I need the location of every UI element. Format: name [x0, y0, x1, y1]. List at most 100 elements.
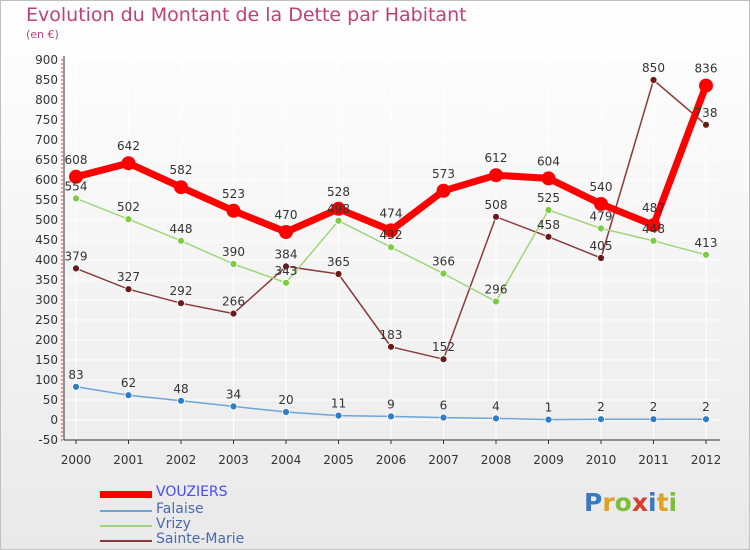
y-tick-label: 850: [35, 73, 58, 87]
legend-label-vrizy: Vrizy: [156, 516, 191, 532]
legend-swatch-vrizy: [100, 525, 152, 527]
data-point-falaise: [334, 411, 343, 420]
y-tick-label: 750: [35, 113, 58, 127]
data-label-sainte-marie: 379: [65, 249, 88, 263]
data-point-vouziers: [69, 169, 83, 184]
data-point-vouziers: [541, 171, 556, 186]
x-tick-label: 2002: [166, 453, 197, 467]
proxiti-logo: Proxiti: [584, 488, 677, 517]
data-label-vrizy: 296: [485, 283, 508, 297]
data-point-vouziers: [646, 218, 661, 233]
data-label-falaise: 6: [440, 399, 448, 413]
data-point-vrizy: [387, 243, 395, 252]
data-label-sainte-marie: 458: [537, 218, 560, 232]
legend-label-sainte-marie: Sainte-Marie: [156, 531, 245, 547]
data-point-vrizy: [177, 236, 185, 245]
data-label-vrizy: 390: [222, 245, 245, 259]
data-label-sainte-marie: 508: [485, 198, 508, 212]
data-point-falaise: [177, 396, 185, 405]
data-point-vouziers: [226, 203, 241, 218]
data-label-sainte-marie: 327: [117, 270, 140, 284]
data-label-vouziers: 582: [170, 163, 193, 177]
data-point-vouziers: [331, 201, 346, 216]
data-label-vrizy: 448: [170, 222, 193, 236]
data-point-falaise: [597, 415, 605, 424]
data-point-falaise: [649, 415, 658, 424]
y-tick-label: 200: [35, 333, 58, 347]
data-label-vrizy: 448: [642, 222, 665, 236]
logo-letter: x: [631, 488, 648, 517]
data-point-vrizy: [124, 215, 133, 224]
data-point-falaise: [282, 408, 290, 416]
y-tick-label: 100: [35, 373, 58, 387]
x-tick-label: 2001: [113, 453, 144, 467]
data-label-vrizy: 525: [537, 191, 560, 205]
data-label-falaise: 2: [650, 400, 658, 414]
y-tick-label: -50: [38, 433, 58, 447]
y-tick-label: 150: [35, 353, 58, 367]
data-point-falaise: [229, 402, 238, 411]
data-label-vrizy: 343: [275, 264, 298, 278]
data-label-vrizy: 554: [65, 179, 88, 193]
data-label-sainte-marie: 266: [222, 295, 245, 309]
data-point-falaise: [544, 415, 553, 424]
data-point-sainte-marie: [544, 232, 553, 241]
data-label-vouziers: 540: [590, 180, 613, 194]
data-point-sainte-marie: [387, 342, 395, 351]
data-label-falaise: 20: [278, 393, 293, 407]
y-tick-label: 300: [35, 293, 58, 307]
data-point-falaise: [702, 415, 710, 424]
data-point-vrizy: [492, 297, 500, 306]
data-point-vrizy: [544, 206, 553, 214]
data-label-vrizy: 498: [327, 202, 350, 216]
data-label-falaise: 9: [387, 397, 395, 411]
data-label-falaise: 83: [68, 368, 83, 382]
y-tick-label: 800: [35, 93, 58, 107]
data-label-falaise: 1: [545, 401, 553, 415]
x-tick-label: 2005: [323, 453, 354, 467]
data-label-sainte-marie: 405: [590, 239, 613, 253]
data-point-vrizy: [72, 194, 80, 203]
data-point-falaise: [124, 391, 133, 400]
chart-unit-label: (en €): [26, 28, 59, 41]
y-tick-label: 250: [35, 313, 58, 327]
data-point-falaise: [387, 412, 395, 421]
data-label-vouziers: 487: [642, 201, 665, 215]
data-label-falaise: 48: [173, 382, 188, 396]
data-label-sainte-marie: 738: [695, 106, 718, 120]
logo-letter: o: [614, 488, 632, 517]
data-point-vouziers: [121, 156, 136, 171]
y-tick-label: 450: [35, 233, 58, 247]
data-point-sainte-marie: [702, 120, 710, 129]
x-tick-label: 2006: [376, 453, 407, 467]
data-point-vouziers: [489, 168, 503, 183]
data-label-vouziers: 523: [222, 187, 245, 201]
data-label-vrizy: 413: [695, 236, 718, 250]
data-label-falaise: 62: [121, 376, 136, 390]
logo-letter: i: [648, 488, 657, 517]
x-tick-label: 2009: [533, 453, 564, 467]
data-point-falaise: [72, 382, 80, 391]
data-point-vouziers: [279, 225, 293, 239]
data-point-vrizy: [229, 260, 238, 268]
data-point-vrizy: [649, 236, 658, 245]
x-tick-label: 2000: [61, 453, 92, 467]
data-point-sainte-marie: [334, 270, 343, 278]
data-label-sainte-marie: 183: [380, 328, 403, 342]
y-tick-label: 550: [35, 193, 58, 207]
data-point-vouziers: [384, 223, 398, 238]
data-label-vouziers: 604: [537, 154, 560, 168]
data-label-vouziers: 642: [117, 139, 140, 153]
data-label-vouziers: 573: [432, 167, 455, 181]
data-point-vrizy: [702, 250, 710, 259]
data-label-vrizy: 502: [117, 200, 140, 214]
x-tick-label: 2003: [218, 453, 249, 467]
data-point-vouziers: [594, 197, 608, 211]
x-tick-label: 2004: [271, 453, 302, 467]
y-tick-label: 600: [35, 173, 58, 187]
data-label-sainte-marie: 292: [170, 284, 193, 298]
data-point-vrizy: [597, 224, 605, 233]
data-label-sainte-marie: 152: [432, 340, 455, 354]
